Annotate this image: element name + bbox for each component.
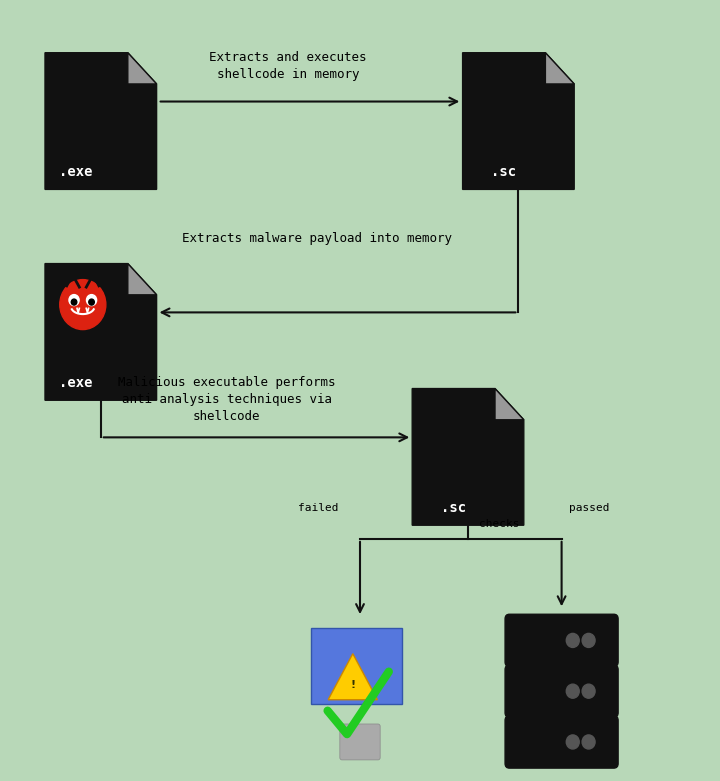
Circle shape (86, 294, 96, 305)
Polygon shape (462, 53, 575, 190)
Polygon shape (45, 264, 157, 401)
Polygon shape (45, 53, 157, 190)
Text: .exe: .exe (59, 165, 92, 179)
FancyBboxPatch shape (505, 715, 618, 769)
Circle shape (566, 684, 579, 698)
Circle shape (566, 633, 579, 647)
Text: Extracts malware payload into memory: Extracts malware payload into memory (181, 232, 452, 244)
Text: .sc: .sc (441, 501, 466, 515)
FancyBboxPatch shape (505, 665, 618, 717)
FancyBboxPatch shape (311, 628, 402, 704)
Circle shape (60, 280, 106, 330)
Text: !: ! (350, 679, 356, 690)
Polygon shape (546, 53, 575, 84)
FancyBboxPatch shape (340, 724, 380, 760)
Polygon shape (128, 53, 157, 84)
FancyBboxPatch shape (505, 614, 618, 666)
Circle shape (566, 735, 579, 749)
Text: .exe: .exe (59, 376, 92, 390)
Text: passed: passed (569, 503, 609, 512)
Circle shape (582, 735, 595, 749)
Circle shape (582, 684, 595, 698)
Text: Extracts and executes
shellcode in memory: Extracts and executes shellcode in memor… (210, 52, 366, 81)
Text: checks: checks (479, 519, 519, 530)
Text: .sc: .sc (492, 165, 516, 179)
Polygon shape (412, 389, 524, 525)
Text: Malicious executable performs
anti analysis techniques via
shellcode: Malicious executable performs anti analy… (118, 376, 336, 423)
Circle shape (69, 294, 79, 305)
Circle shape (71, 299, 77, 305)
Text: failed: failed (298, 503, 338, 512)
Circle shape (582, 633, 595, 647)
Polygon shape (328, 654, 377, 700)
Polygon shape (128, 264, 157, 295)
Circle shape (89, 299, 94, 305)
Polygon shape (495, 389, 524, 420)
